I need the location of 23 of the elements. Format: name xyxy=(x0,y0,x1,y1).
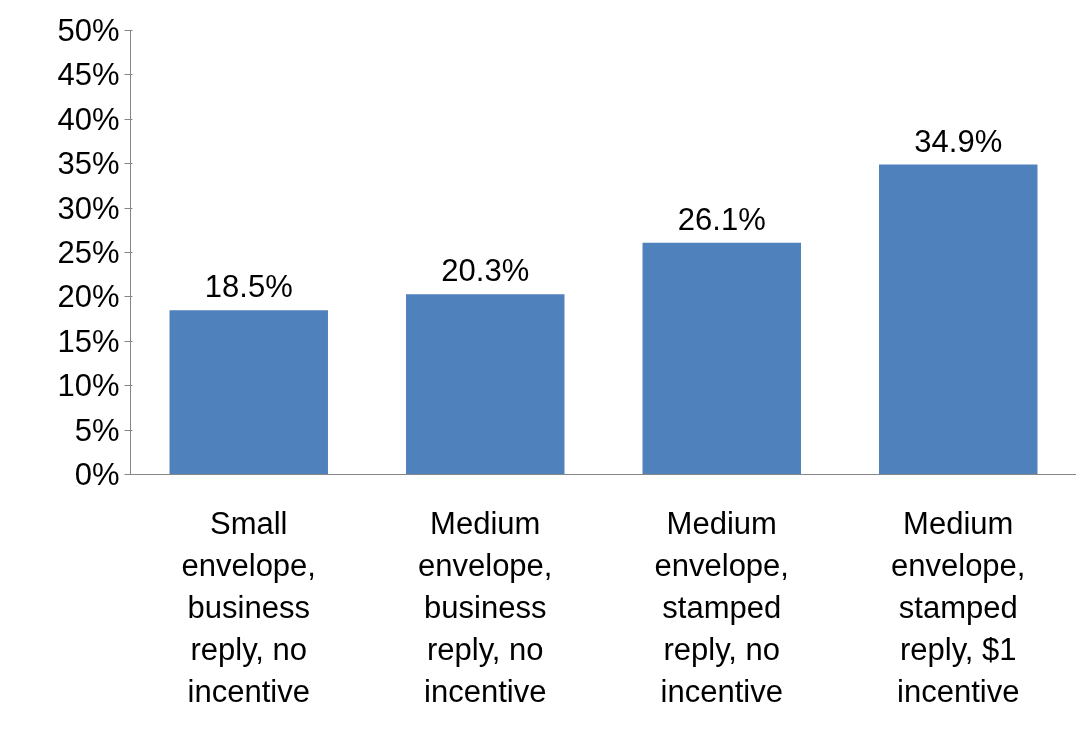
bar xyxy=(169,310,328,475)
data-label: 20.3% xyxy=(441,253,530,289)
bar xyxy=(879,164,1038,475)
y-tick-label: 15% xyxy=(57,323,120,359)
y-tick-label: 45% xyxy=(57,57,120,93)
bar xyxy=(642,242,801,475)
data-label: 18.5% xyxy=(204,269,293,305)
y-tick-label: 0% xyxy=(74,457,120,492)
y-tick-label: 25% xyxy=(57,235,120,270)
y-tick-label: 35% xyxy=(57,146,120,182)
y-tick-label: 50% xyxy=(57,13,120,48)
y-tick-label: 30% xyxy=(57,190,120,226)
x-tick-label: Medium envelope, business reply, no incentive xyxy=(418,505,553,709)
x-tick-label: Medium envelope, stamped reply, $1 incentive xyxy=(891,505,1026,709)
data-label: 26.1% xyxy=(677,201,766,237)
y-tick-label: 10% xyxy=(57,368,120,404)
y-tick-label: 20% xyxy=(57,279,120,315)
bar xyxy=(406,294,565,475)
y-tick-label: 5% xyxy=(74,412,120,448)
x-tick-label: Small envelope, business reply, no incentive xyxy=(181,505,316,709)
data-label: 34.9% xyxy=(914,123,1003,159)
y-tick-label: 40% xyxy=(57,101,120,137)
x-tick-label: Medium envelope, stamped reply, no incentive xyxy=(654,505,789,709)
